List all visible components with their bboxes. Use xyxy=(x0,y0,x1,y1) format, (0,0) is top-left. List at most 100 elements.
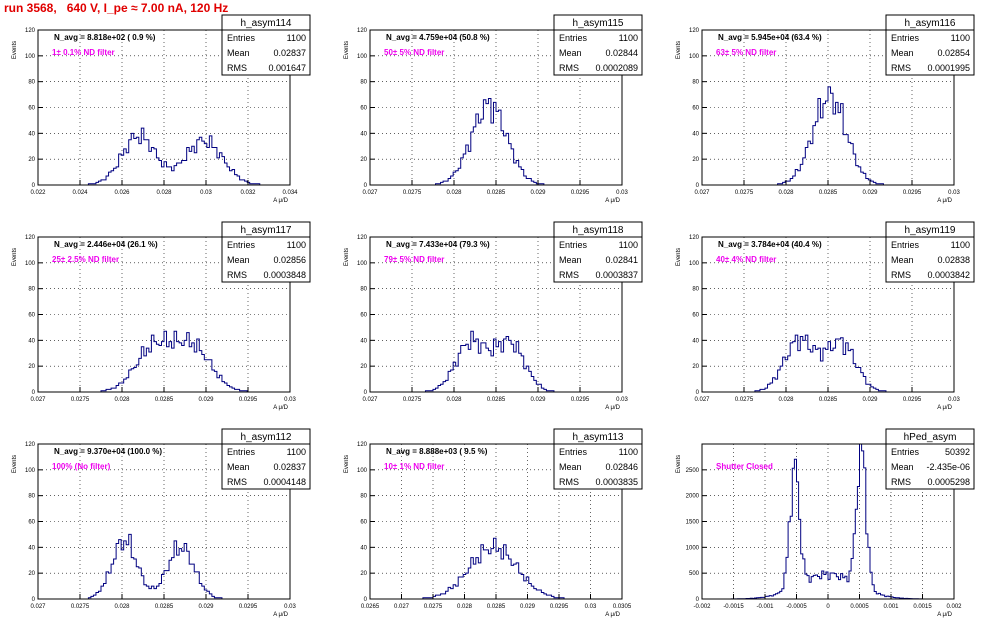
stats-box-frame xyxy=(885,221,975,283)
y-tick-label: 60 xyxy=(692,313,699,319)
x-tick-label: 0.0275 xyxy=(735,397,754,403)
x-tick-label: 0.0275 xyxy=(403,190,422,196)
stats-value: 1100 xyxy=(619,33,638,43)
stats-value: 0.0003835 xyxy=(595,477,638,487)
stats-label: RMS xyxy=(227,270,247,280)
filter-label: 100% (No filter) xyxy=(52,462,111,471)
y-tick-label: 60 xyxy=(28,313,35,319)
stats-label: Entries xyxy=(891,33,920,43)
stats-value: 0.0003837 xyxy=(595,270,638,280)
stats-value: 0.02841 xyxy=(605,255,638,265)
x-axis-label: A μ/D xyxy=(605,612,620,618)
y-tick-label: 120 xyxy=(357,235,368,241)
x-axis-label: A μ/D xyxy=(937,612,952,618)
x-tick-label: 0.028 xyxy=(778,190,794,196)
x-tick-label: -0.0015 xyxy=(723,604,744,610)
y-tick-label: 20 xyxy=(28,364,35,370)
x-tick-label: 0.029 xyxy=(530,397,546,403)
stats-box: h_asym116 Entries 1100 Mean 0.02854 RMS 0.0001… xyxy=(885,14,975,76)
x-axis-label: A μ/D xyxy=(605,198,620,204)
histogram-name: h_asym114 xyxy=(241,18,292,29)
x-tick-label: 0.024 xyxy=(72,190,88,196)
y-tick-label: 40 xyxy=(28,545,35,551)
filter-label: 63± 5% ND filter xyxy=(716,48,776,57)
x-tick-label: 0.002 xyxy=(946,604,962,610)
histogram-panel: 0.0265 0.027 0.0275 0.028 0.0285 0.029 0.0295 0… xyxy=(344,428,643,618)
stats-label: RMS xyxy=(891,477,911,487)
filter-label: 79± 5% ND filter xyxy=(384,255,444,264)
x-tick-label: 0.028 xyxy=(778,397,794,403)
stats-box: h_asym114 Entries 1100 Mean 0.02837 RMS 0.0016… xyxy=(221,14,311,76)
x-tick-label: 0.001 xyxy=(883,604,899,610)
stats-label: Entries xyxy=(227,447,256,457)
y-tick-label: 0 xyxy=(696,390,700,396)
histogram-panel: -0.002 -0.0015 -0.001 -0.0005 0 0.0005 0.001 0.… xyxy=(676,428,975,618)
stats-value: 0.001647 xyxy=(268,63,306,73)
x-axis-label: A μ/D xyxy=(605,405,620,411)
stats-value: 0.02837 xyxy=(273,48,306,58)
y-tick-label: 20 xyxy=(692,364,699,370)
x-tick-label: 0.032 xyxy=(240,190,256,196)
x-tick-label: 0.0295 xyxy=(903,190,922,196)
histogram-name: h_asym117 xyxy=(241,225,292,236)
y-tick-label: 2500 xyxy=(686,468,700,474)
y-tick-label: 80 xyxy=(28,494,35,500)
run-title: run 3568, 640 V, I_pe ≈ 7.00 nA, 120 Hz xyxy=(4,1,229,15)
y-axis-label: Events xyxy=(344,248,350,266)
y-tick-label: 40 xyxy=(360,131,367,137)
stats-label: Mean xyxy=(891,462,914,472)
stats-label: Mean xyxy=(559,48,582,58)
stats-value: 0.0003848 xyxy=(263,270,306,280)
y-tick-label: 1000 xyxy=(686,545,700,551)
x-tick-label: 0.03 xyxy=(616,397,628,403)
y-tick-label: 100 xyxy=(25,261,36,267)
x-tick-label: 0.027 xyxy=(394,604,410,610)
stats-label: Mean xyxy=(227,255,250,265)
stats-box: h_asym119 Entries 1100 Mean 0.02838 RMS 0.0003… xyxy=(885,221,975,283)
x-tick-label: -0.002 xyxy=(693,604,711,610)
stats-value: 1100 xyxy=(951,33,970,43)
x-tick-label: 0.0285 xyxy=(487,604,506,610)
filter-label: 10± 1% ND filter xyxy=(384,462,444,471)
y-tick-label: 120 xyxy=(25,442,36,448)
navg-label: N_avg = 7.433e+04 (79.3 %) xyxy=(386,240,490,249)
histogram-name: h_asym118 xyxy=(573,225,624,236)
y-tick-label: 40 xyxy=(360,338,367,344)
stats-value: 0.02854 xyxy=(937,48,970,58)
x-axis-label: A μ/D xyxy=(937,405,952,411)
x-tick-label: 0.027 xyxy=(694,397,710,403)
stats-value: 1100 xyxy=(287,33,306,43)
y-tick-label: 120 xyxy=(25,235,36,241)
histogram-series xyxy=(370,97,622,186)
x-tick-label: 0.03 xyxy=(284,397,296,403)
y-tick-label: 80 xyxy=(28,80,35,86)
x-tick-label: 0.0305 xyxy=(613,604,632,610)
y-tick-label: 20 xyxy=(692,157,699,163)
x-tick-label: 0.0275 xyxy=(403,397,422,403)
x-tick-label: 0.029 xyxy=(530,190,546,196)
x-tick-label: 0.027 xyxy=(362,190,378,196)
x-tick-label: 0.0295 xyxy=(239,604,258,610)
stats-label: Entries xyxy=(559,240,588,250)
stats-box: h_asym112 Entries 1100 Mean 0.02837 RMS 0.0004… xyxy=(221,428,311,490)
x-axis-label: A μ/D xyxy=(273,198,288,204)
x-tick-label: 0.028 xyxy=(446,190,462,196)
histogram-series xyxy=(370,537,622,600)
stats-box: h_asym115 Entries 1100 Mean 0.02844 RMS 0.0002… xyxy=(553,14,643,76)
histogram-series xyxy=(702,334,954,393)
x-tick-label: 0.0005 xyxy=(850,604,869,610)
y-tick-label: 20 xyxy=(360,364,367,370)
y-tick-label: 60 xyxy=(28,106,35,112)
x-tick-label: 0.0275 xyxy=(71,604,90,610)
x-axis-label: A μ/D xyxy=(937,198,952,204)
stats-value: 0.02844 xyxy=(605,48,638,58)
y-tick-label: 100 xyxy=(357,261,368,267)
stats-value: 0.0004148 xyxy=(263,477,306,487)
stats-value: 1100 xyxy=(619,447,638,457)
filter-label: 25± 2.5% ND filter xyxy=(52,255,119,264)
y-tick-label: 120 xyxy=(689,235,700,241)
y-axis-label: Events xyxy=(12,455,18,473)
histogram-panel: 0.027 0.0275 0.028 0.0285 0.029 0.0295 0.03 0 20… xyxy=(12,428,311,618)
y-tick-label: 1500 xyxy=(686,520,700,526)
y-tick-label: 100 xyxy=(689,54,700,60)
